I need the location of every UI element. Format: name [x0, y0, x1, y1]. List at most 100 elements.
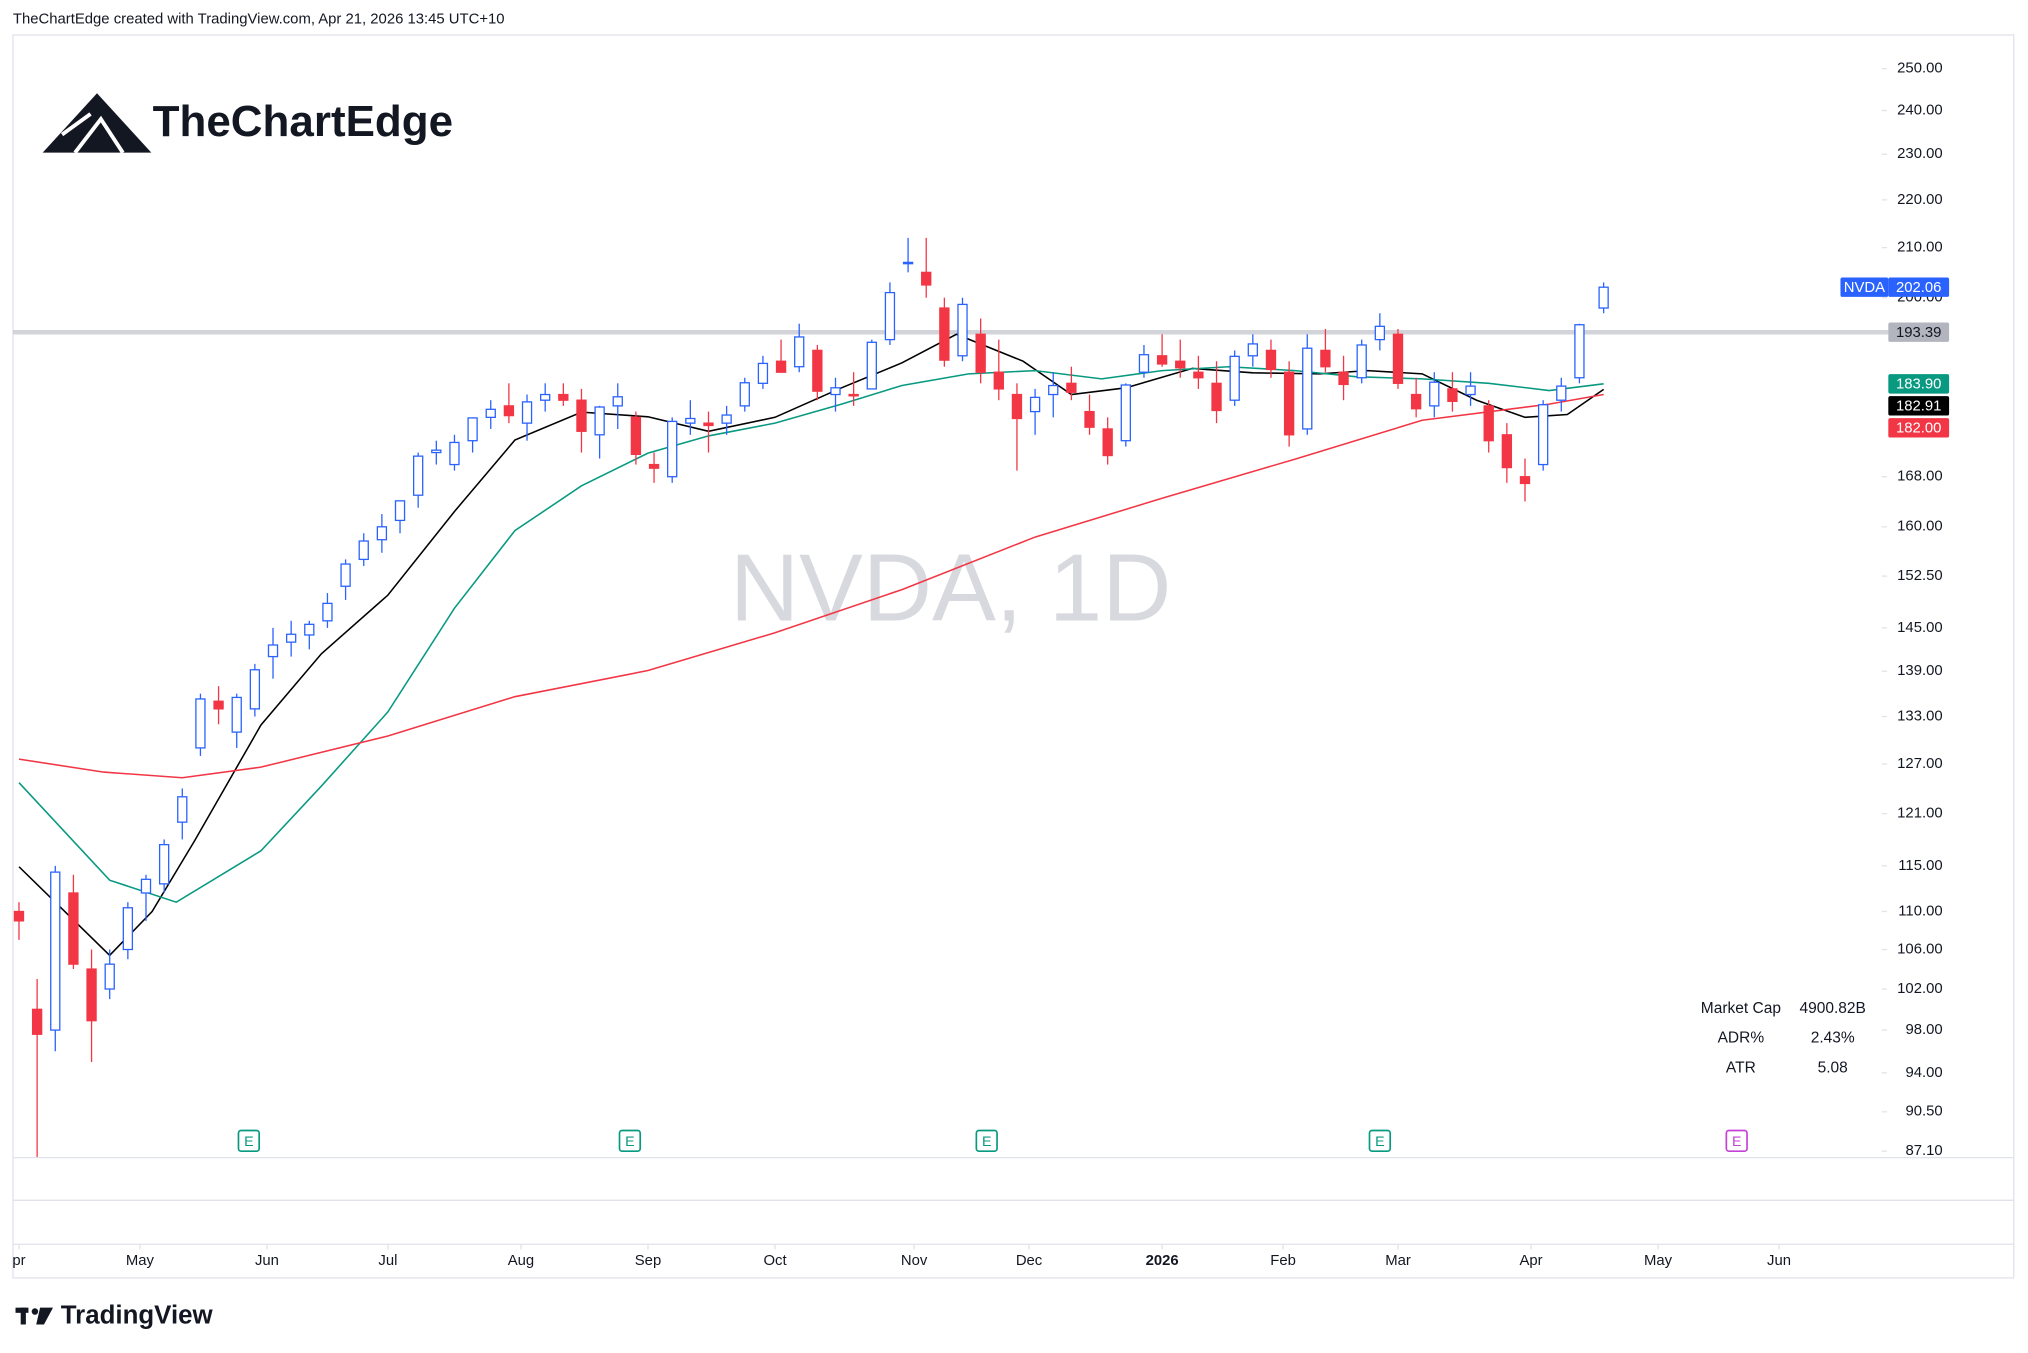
- candle-body: [158, 843, 170, 885]
- y-tick-label: 87.10: [1905, 1143, 1942, 1159]
- earnings-marker: [1725, 1129, 1748, 1153]
- candle-body: [1302, 347, 1313, 430]
- candle-body: [213, 700, 224, 710]
- candle-body: [1598, 286, 1609, 309]
- candle-body: [1029, 396, 1041, 413]
- candle-body: [1392, 333, 1404, 384]
- y-tick-label: 160.00: [1897, 519, 1942, 535]
- earnings-marker: [618, 1129, 642, 1153]
- price-tag-label: 202.06: [1896, 280, 1941, 296]
- candle-body: [1556, 385, 1567, 401]
- candle-body: [667, 420, 678, 478]
- earnings-label: E: [625, 1134, 634, 1150]
- y-tick-label: 127.00: [1897, 756, 1942, 772]
- candle-body: [140, 878, 152, 894]
- x-tick-label: Apr: [1519, 1253, 1542, 1269]
- candle-body: [1356, 344, 1367, 379]
- candle-body: [1429, 381, 1440, 407]
- candle-body: [703, 422, 714, 427]
- candle-body: [1048, 384, 1059, 396]
- logo-icon-stripe: [73, 115, 125, 154]
- candle-body: [1320, 349, 1331, 368]
- candle-body: [68, 892, 79, 965]
- logo-text: TheChartEdge: [153, 97, 453, 146]
- candle-body: [1011, 393, 1023, 420]
- y-tick-label: 230.00: [1897, 146, 1942, 162]
- y-tick-label: 98.00: [1905, 1022, 1942, 1038]
- candle-body: [775, 360, 787, 373]
- candle-body: [848, 393, 859, 397]
- candle-body: [503, 405, 515, 417]
- stat-value: 5.08: [1818, 1059, 1848, 1076]
- y-tick-label: 210.00: [1897, 240, 1942, 256]
- candle-body: [884, 291, 896, 341]
- candle-body: [648, 463, 660, 469]
- y-tick-label: 90.50: [1905, 1104, 1942, 1120]
- candle-body: [1175, 360, 1186, 369]
- candle-body: [1465, 385, 1476, 396]
- price-tag: [1888, 374, 1950, 394]
- x-tick-label: May: [1644, 1253, 1673, 1269]
- x-tick-label: Sep: [635, 1253, 661, 1269]
- price-tag: [1888, 418, 1950, 438]
- candle-body: [1374, 325, 1386, 341]
- candle-body: [1265, 349, 1277, 371]
- candle-body: [467, 417, 478, 442]
- chart-frame: [12, 34, 2015, 1279]
- stats: Market Cap 4900.82B ADR% 2.43% ATR 5.08: [1701, 1000, 1866, 1076]
- candle-body: [1501, 434, 1513, 469]
- candle-body: [340, 563, 351, 587]
- candle-body: [449, 441, 460, 466]
- y-tick-label: 152.50: [1897, 568, 1942, 584]
- x-tick-label: Jun: [255, 1253, 279, 1269]
- candle-body: [630, 416, 642, 455]
- y-tick-label: 106.00: [1897, 941, 1942, 957]
- candle-body: [267, 644, 279, 658]
- candle-body: [376, 526, 388, 541]
- x-tick-label: Jun: [1767, 1253, 1791, 1269]
- x-tick-label: Jul: [378, 1253, 397, 1269]
- earnings-marker: [237, 1129, 261, 1153]
- candle-body: [122, 907, 134, 951]
- candle-body: [249, 669, 261, 710]
- tv-icon: [20, 1307, 26, 1325]
- candle-body: [231, 696, 242, 733]
- candle-body: [1283, 371, 1295, 436]
- price-tag: [1888, 322, 1950, 342]
- candle-body: [1483, 405, 1494, 442]
- candle-body: [1211, 382, 1222, 412]
- candle-body: [285, 633, 297, 643]
- y-tick-label: 220.00: [1897, 192, 1942, 208]
- candle-body: [394, 500, 406, 522]
- candle-body: [830, 387, 841, 396]
- ma-line: [18, 365, 1604, 904]
- candle-body: [86, 968, 97, 1022]
- y-tick-label: 115.00: [1898, 858, 1942, 874]
- candle-body: [1247, 343, 1259, 357]
- stat-label: Market Cap: [1701, 1000, 1781, 1017]
- candle-body: [1120, 384, 1131, 442]
- y-tick-label: 240.00: [1897, 102, 1942, 118]
- earnings-label: E: [982, 1134, 991, 1150]
- x-tick-label: Oct: [763, 1253, 787, 1269]
- candle-body: [431, 449, 442, 454]
- candle-body: [304, 623, 315, 636]
- candle-body: [540, 393, 551, 401]
- price-tag-label: 182.91: [1896, 398, 1941, 414]
- earnings-label: E: [244, 1134, 253, 1150]
- candle-body: [757, 362, 769, 384]
- candle-body: [939, 307, 950, 361]
- candle-body: [558, 393, 569, 401]
- price-tag-label: 193.39: [1896, 325, 1941, 341]
- candle-body: [921, 271, 932, 286]
- y-tick-label: 250.00: [1897, 61, 1942, 77]
- footer-logo: TradingView: [15, 1302, 214, 1330]
- candle-body: [975, 333, 986, 373]
- y-tick-label: 168.00: [1897, 469, 1942, 485]
- y-tick-label: 145.00: [1897, 620, 1942, 636]
- stat-value: 4900.82B: [1799, 1000, 1865, 1017]
- candle-body: [685, 417, 696, 424]
- logo: TheChartEdge: [42, 93, 453, 154]
- candle-body: [195, 698, 206, 749]
- candle-body: [1229, 355, 1240, 401]
